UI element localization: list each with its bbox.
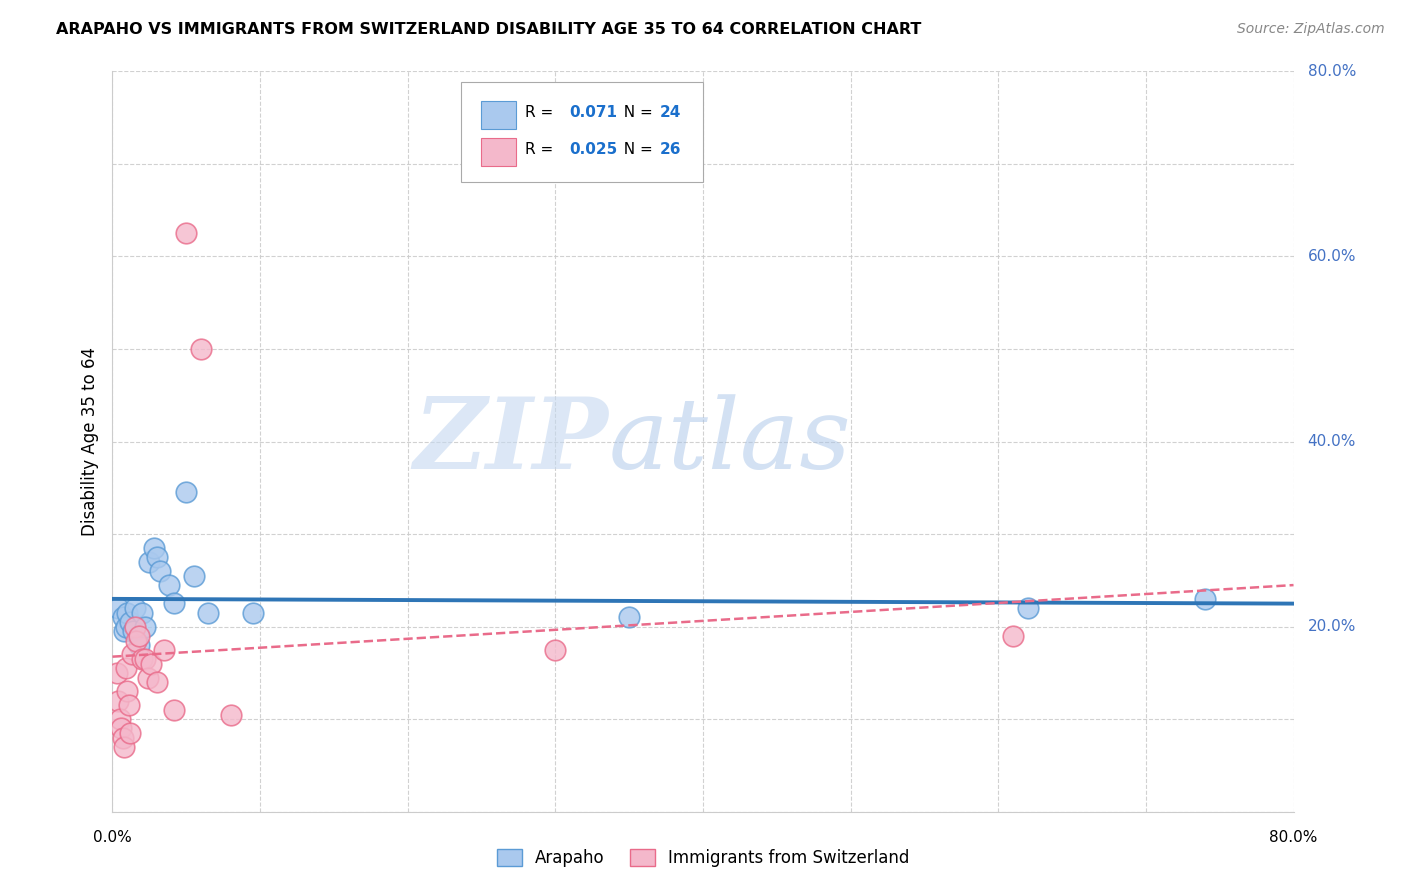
- Text: 0.0%: 0.0%: [93, 830, 132, 846]
- Point: [544, 642, 567, 657]
- Point: [219, 707, 242, 722]
- Text: N =: N =: [614, 142, 658, 157]
- Point: [112, 624, 135, 639]
- Point: [153, 642, 176, 657]
- Text: 0.071: 0.071: [569, 104, 617, 120]
- Point: [117, 606, 138, 620]
- Point: [142, 541, 165, 555]
- Point: [107, 601, 129, 615]
- Text: R =: R =: [524, 104, 558, 120]
- Point: [174, 485, 197, 500]
- Point: [134, 652, 156, 666]
- Text: Source: ZipAtlas.com: Source: ZipAtlas.com: [1237, 22, 1385, 37]
- Point: [117, 684, 138, 698]
- Text: ARAPAHO VS IMMIGRANTS FROM SWITZERLAND DISABILITY AGE 35 TO 64 CORRELATION CHART: ARAPAHO VS IMMIGRANTS FROM SWITZERLAND D…: [56, 22, 921, 37]
- Point: [124, 601, 146, 615]
- Text: R =: R =: [524, 142, 558, 157]
- Text: 40.0%: 40.0%: [1308, 434, 1355, 449]
- Point: [131, 606, 153, 620]
- Point: [105, 665, 128, 680]
- Text: atlas: atlas: [609, 394, 851, 489]
- Point: [110, 722, 132, 736]
- Point: [111, 731, 134, 745]
- Point: [121, 648, 143, 662]
- FancyBboxPatch shape: [481, 138, 516, 166]
- Point: [149, 564, 172, 578]
- Text: 20.0%: 20.0%: [1308, 619, 1355, 634]
- Point: [138, 555, 160, 569]
- Text: 24: 24: [659, 104, 681, 120]
- Point: [120, 726, 142, 740]
- Point: [118, 698, 141, 713]
- Point: [619, 610, 641, 624]
- Point: [163, 597, 186, 611]
- FancyBboxPatch shape: [481, 101, 516, 129]
- Point: [108, 712, 131, 726]
- Point: [128, 629, 150, 643]
- Point: [146, 550, 169, 565]
- Point: [242, 606, 264, 620]
- Point: [134, 619, 156, 633]
- Point: [146, 675, 169, 690]
- Point: [136, 671, 159, 685]
- Point: [131, 652, 153, 666]
- Point: [139, 657, 162, 671]
- Text: N =: N =: [614, 104, 658, 120]
- Point: [1017, 601, 1039, 615]
- FancyBboxPatch shape: [461, 82, 703, 183]
- Point: [174, 227, 197, 241]
- Point: [114, 661, 136, 675]
- Point: [120, 615, 142, 629]
- Text: 60.0%: 60.0%: [1308, 249, 1357, 264]
- Text: 80.0%: 80.0%: [1308, 64, 1355, 78]
- Point: [157, 578, 180, 592]
- Point: [1194, 591, 1216, 606]
- Point: [112, 739, 135, 754]
- Text: 0.025: 0.025: [569, 142, 617, 157]
- Point: [197, 606, 219, 620]
- Text: ZIP: ZIP: [413, 393, 609, 490]
- Point: [114, 619, 136, 633]
- Point: [122, 624, 145, 639]
- Point: [124, 619, 146, 633]
- Text: 26: 26: [659, 142, 681, 157]
- Y-axis label: Disability Age 35 to 64: Disability Age 35 to 64: [82, 347, 100, 536]
- Point: [111, 610, 134, 624]
- Point: [128, 638, 150, 652]
- Text: 80.0%: 80.0%: [1270, 830, 1317, 846]
- Point: [107, 694, 129, 708]
- Point: [125, 633, 148, 648]
- Point: [163, 703, 186, 717]
- Point: [1001, 629, 1024, 643]
- Point: [190, 342, 212, 356]
- Legend: Arapaho, Immigrants from Switzerland: Arapaho, Immigrants from Switzerland: [491, 842, 915, 874]
- Point: [183, 568, 205, 582]
